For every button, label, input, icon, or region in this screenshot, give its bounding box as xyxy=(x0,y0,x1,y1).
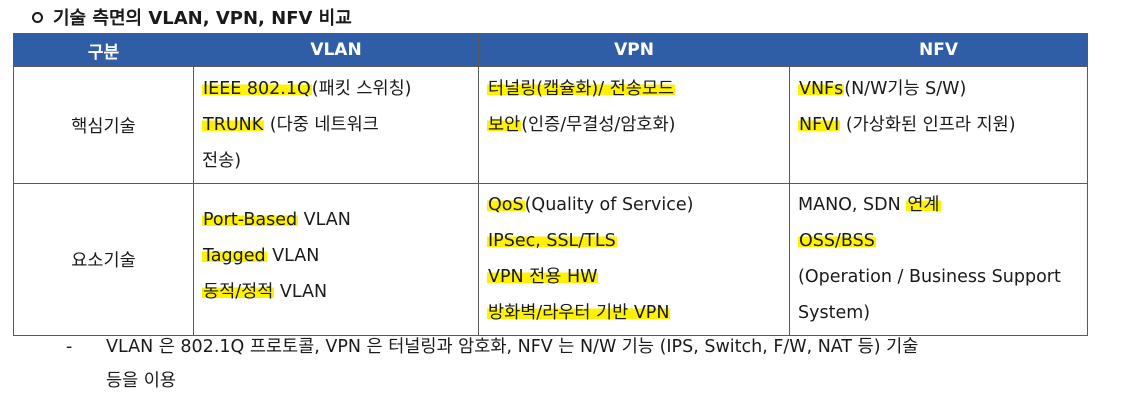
header-category: 구분 xyxy=(13,33,194,67)
cell-line: OSS/BSS xyxy=(798,223,1079,259)
highlighted-text: QoS xyxy=(487,195,525,215)
comparison-table: 구분 VLAN VPN NFV 핵심기술 IEEE 802.1Q(패킷 스위칭)… xyxy=(13,33,1088,336)
highlighted-text: VPN 전용 HW xyxy=(487,267,599,287)
highlighted-text: 방화벽/라우터 기반 VPN xyxy=(487,303,671,323)
cell-line: NFVI (가상화된 인프라 지원) xyxy=(798,107,1079,143)
header-nfv: NFV xyxy=(789,33,1088,67)
line-text: (다중 네트워크 xyxy=(264,115,379,135)
line-text: (N/W기능 S/W) xyxy=(844,79,967,99)
nfv-cell: VNFs(N/W기능 S/W) NFVI (가상화된 인프라 지원) xyxy=(789,66,1088,184)
cell-line: Port-Based VLAN xyxy=(202,202,470,238)
footnote: - VLAN 은 802.1Q 프로토콜, VPN 은 터널링과 암호화, NFV… xyxy=(66,330,918,398)
cell-line: 방화벽/라우터 기반 VPN xyxy=(487,295,781,331)
vpn-cell: QoS(Quality of Service) IPSec, SSL/TLS VPN… xyxy=(478,183,790,336)
cell-line: IPSec, SSL/TLS xyxy=(487,223,781,259)
cell-line: System) xyxy=(798,295,1079,331)
line-text: (Operation / Business Support xyxy=(798,267,1061,287)
row-category: 핵심기술 xyxy=(13,66,194,184)
header-vpn: VPN xyxy=(478,33,790,67)
cell-line: (Operation / Business Support xyxy=(798,259,1079,295)
line-text: (패킷 스위칭) xyxy=(311,79,412,99)
cell-line: 동적/정적 VLAN xyxy=(202,274,470,310)
cell-line: VNFs(N/W기능 S/W) xyxy=(798,71,1079,107)
highlighted-text: Port-Based xyxy=(202,210,299,230)
heading-text: 기술 측면의 VLAN, VPN, NFV 비교 xyxy=(53,8,352,29)
line-text: 전송) xyxy=(202,151,242,171)
nfv-cell: MANO, SDN 연계 OSS/BSS (Operation / Business… xyxy=(789,183,1088,336)
cell-line: TRUNK (다중 네트워크 xyxy=(202,107,470,143)
line-text: (Quality of Service) xyxy=(524,195,694,215)
vlan-cell: IEEE 802.1Q(패킷 스위칭) TRUNK (다중 네트워크 전송) xyxy=(193,66,479,184)
line-text: VLAN xyxy=(274,282,328,302)
line-text: (가상화된 인프라 지원) xyxy=(840,115,1016,135)
highlighted-text: 터널링(캡슐화)/ 전송모드 xyxy=(487,79,676,99)
table-row: 요소기술 Port-Based VLAN Tagged VLAN 동적/정적 VLA… xyxy=(13,183,1088,336)
note-dash: - xyxy=(66,337,73,357)
line-text: (인증/무결성/암호화) xyxy=(521,115,676,135)
table-header-row: 구분 VLAN VPN NFV xyxy=(13,33,1088,67)
highlighted-text: 연계 xyxy=(906,195,941,215)
cell-line: 보안(인증/무결성/암호화) xyxy=(487,107,781,143)
cell-line: QoS(Quality of Service) xyxy=(487,187,781,223)
line-text: VLAN xyxy=(298,210,351,230)
table-row: 핵심기술 IEEE 802.1Q(패킷 스위칭) TRUNK (다중 네트워크 전송… xyxy=(13,66,1088,184)
cell-line: IEEE 802.1Q(패킷 스위칭) xyxy=(202,71,470,107)
highlighted-text: Tagged xyxy=(202,246,267,266)
cell-line: MANO, SDN 연계 xyxy=(798,187,1079,223)
line-text: System) xyxy=(798,303,871,323)
note-line-1: VLAN 은 802.1Q 프로토콜, VPN 은 터널링과 암호화, NFV … xyxy=(106,337,919,357)
highlighted-text: 동적/정적 xyxy=(202,282,275,302)
line-text: MANO, SDN xyxy=(798,195,907,215)
cell-line: 전송) xyxy=(202,143,470,179)
circle-bullet-icon xyxy=(32,11,43,23)
cell-line: Tagged VLAN xyxy=(202,238,470,274)
highlighted-text: VNFs xyxy=(798,79,845,99)
header-vlan: VLAN xyxy=(193,33,479,67)
highlighted-text: OSS/BSS xyxy=(798,231,876,251)
highlighted-text: IPSec, SSL/TLS xyxy=(487,231,617,251)
note-line-2: 등을 이용 xyxy=(106,371,176,391)
section-heading: 기술 측면의 VLAN, VPN, NFV 비교 xyxy=(32,4,352,30)
line-text: VLAN xyxy=(266,246,320,266)
highlighted-text: IEEE 802.1Q xyxy=(202,79,312,99)
highlighted-text: TRUNK xyxy=(202,115,265,135)
cell-line: 터널링(캡슐화)/ 전송모드 xyxy=(487,71,781,107)
highlighted-text: NFVI xyxy=(798,115,841,135)
row-category: 요소기술 xyxy=(13,183,194,336)
cell-line: VPN 전용 HW xyxy=(487,259,781,295)
highlighted-text: 보안 xyxy=(487,115,522,135)
vlan-cell: Port-Based VLAN Tagged VLAN 동적/정적 VLAN xyxy=(193,183,479,336)
